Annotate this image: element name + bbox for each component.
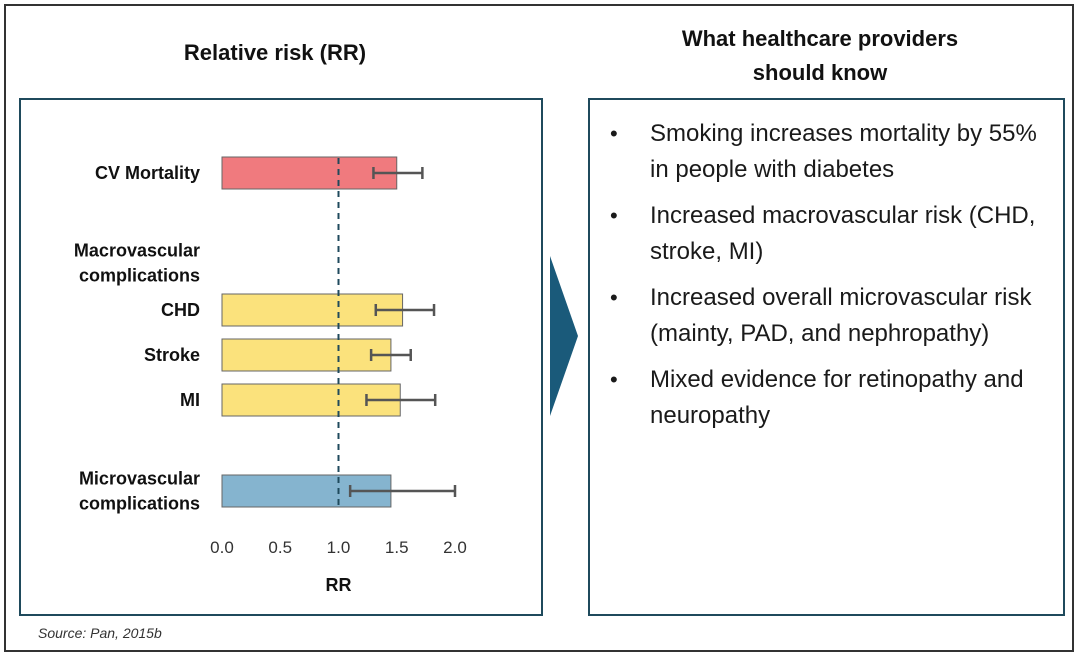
bar (221, 338, 392, 372)
key-point-item: • Mixed evidence for retinopathy and neur… (590, 362, 1063, 434)
x-tick-label: 1.5 (385, 538, 409, 557)
key-point-item: • Increased overall microvascular risk (m… (590, 280, 1063, 352)
bar (221, 156, 398, 190)
key-point-text: Smoking increases mortality by 55% in pe… (650, 120, 1037, 183)
row-label: Stroke (144, 345, 200, 365)
bar (221, 293, 404, 327)
chart-panel (19, 98, 543, 616)
chevron-right-icon (550, 256, 578, 416)
left-panel-title: Relative risk (RR) (183, 40, 367, 65)
row-label: CHD (161, 300, 200, 320)
right-title-line-1: What healthcare providers (681, 26, 959, 51)
key-points-list: • Smoking increases mortality by 55% in p… (590, 116, 1063, 444)
bullet-marker: • (610, 285, 618, 310)
row-label: CV Mortality (95, 163, 200, 183)
key-point-item: • Increased macrovascular risk (CHD, stro… (590, 198, 1063, 270)
x-tick-label: 0.5 (268, 538, 292, 557)
x-axis-label: RR (326, 575, 352, 595)
x-tick-label: 0.0 (210, 538, 234, 557)
figure-frame (4, 4, 1074, 652)
right-title-line-2: should know (752, 60, 888, 85)
bullet-marker: • (610, 203, 618, 228)
key-point-text: Increased macrovascular risk (CHD, strok… (650, 202, 1036, 265)
bullet-marker: • (610, 121, 618, 146)
key-point-text: Mixed evidence for retinopathy and neuro… (650, 366, 1024, 429)
key-point-item: • Smoking increases mortality by 55% in p… (590, 116, 1063, 188)
right-panel-title: What healthcare providers should know (620, 22, 1020, 90)
row-label: Microvascular complications (79, 469, 200, 514)
x-tick-label: 2.0 (443, 538, 467, 557)
x-tick-label: 1.0 (327, 538, 351, 557)
bullet-marker: • (610, 367, 618, 392)
row-label: MI (180, 390, 200, 410)
group-label: Macrovascular complications (74, 241, 200, 286)
key-point-text: Increased overall microvascular risk (ma… (650, 284, 1032, 347)
key-points-panel: • Smoking increases mortality by 55% in p… (588, 98, 1065, 616)
source-note: Source: Pan, 2015b (38, 625, 162, 641)
